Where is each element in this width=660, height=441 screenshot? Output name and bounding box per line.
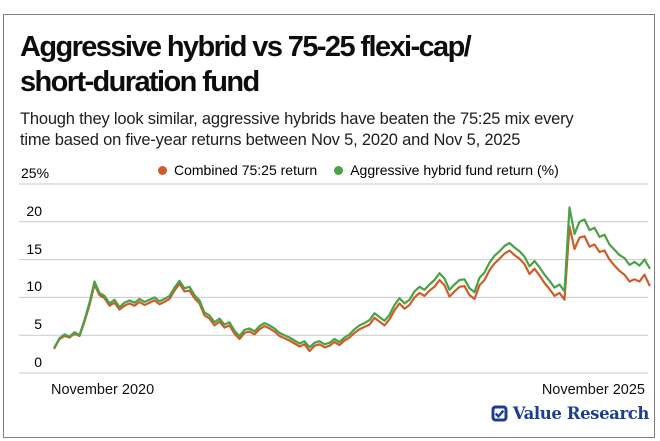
chart-legend: Combined 75:25 return Aggressive hybrid … — [158, 162, 559, 178]
legend-label-aggressive-hybrid: Aggressive hybrid fund return (%) — [350, 162, 559, 178]
x-axis-label-start: November 2020 — [51, 382, 155, 398]
y-tick-label-20: 20 — [26, 202, 42, 219]
chart-subtitle: Though they look similar, aggressive hyb… — [20, 109, 648, 151]
page-title: Aggressive hybrid vs 75-25 flexi-cap/ sh… — [20, 30, 640, 100]
chart-card: Aggressive hybrid vs 75-25 flexi-cap/ sh… — [3, 14, 655, 438]
y-axis-top-label: 25% — [21, 165, 50, 181]
legend-item-combined: Combined 75:25 return — [158, 162, 317, 178]
legend-label-combined: Combined 75:25 return — [174, 162, 318, 178]
subtitle-line-2: time based on five-year returns between … — [20, 131, 521, 149]
legend-item-aggressive-hybrid: Aggressive hybrid fund return (%) — [334, 162, 559, 178]
x-axis-label-end: November 2025 — [541, 382, 645, 398]
subtitle-line-1: Though they look similar, aggressive hyb… — [20, 110, 574, 128]
y-tick-label-0: 0 — [34, 354, 42, 370]
y-tick-label-10: 10 — [26, 278, 42, 295]
title-line-1: Aggressive hybrid vs 75-25 flexi-cap/ — [20, 31, 472, 63]
value-research-logo: Value Research — [491, 403, 650, 423]
brand-name: Value Research — [512, 403, 650, 423]
title-line-2: short-duration fund — [20, 66, 260, 98]
series-line-combined-75-25 — [53, 225, 651, 353]
series-line-aggressive-hybrid — [53, 206, 651, 349]
y-tick-label-15: 15 — [26, 240, 42, 257]
legend-dot-green-icon — [334, 165, 344, 175]
checked-box-icon — [491, 405, 508, 421]
y-tick-label-5: 5 — [34, 316, 42, 333]
legend-dot-orange-icon — [158, 165, 167, 175]
